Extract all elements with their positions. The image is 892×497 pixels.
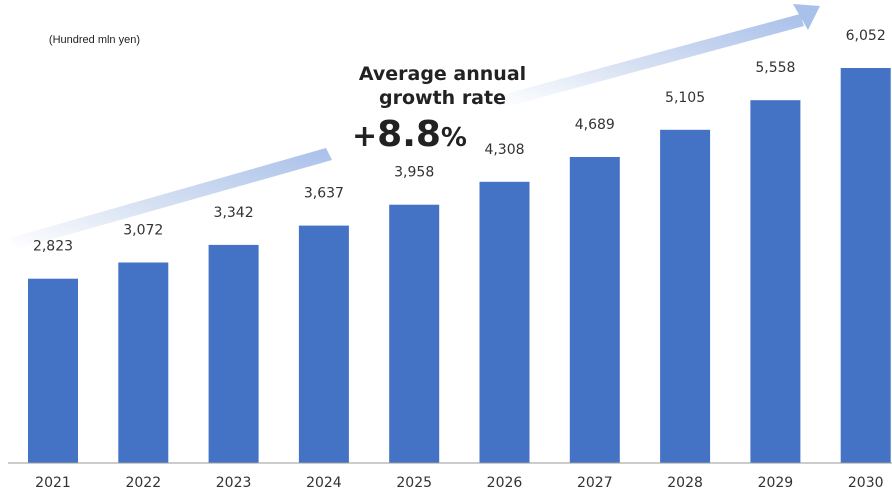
annotation-rate-sign: + [352, 119, 378, 154]
x-tick-label-2027: 2027 [577, 475, 613, 491]
x-tick-label-2023: 2023 [216, 475, 252, 491]
bar-2025 [389, 204, 440, 463]
annotation-title-line1: Average annual [358, 63, 527, 85]
value-label-2025: 3,958 [394, 165, 434, 181]
x-tick-label-2022: 2022 [125, 475, 161, 491]
value-label-2029: 5,558 [755, 60, 795, 76]
growth-annotation: Average annual growth rate +8.8% [330, 62, 555, 155]
annotation-title-line2: growth rate [379, 87, 506, 109]
annotation-rate: +8.8% [330, 114, 555, 155]
value-label-2026: 4,308 [484, 142, 524, 158]
bar-2028 [660, 129, 711, 464]
bar-2030 [840, 68, 891, 463]
x-tick-label-2025: 2025 [396, 475, 432, 491]
x-tick-label-2028: 2028 [667, 475, 703, 491]
bar-2023 [208, 244, 259, 463]
x-tick-label-2030: 2030 [848, 475, 884, 491]
bar-2024 [298, 225, 349, 463]
value-label-2024: 3,637 [304, 186, 344, 202]
growth-arrow-upper-segment [498, 14, 804, 108]
bar-2026 [479, 181, 530, 464]
unit-label-text: (Hundred mln yen) [48, 34, 140, 46]
x-tick-labels-group: 2021 2022 2023 2024 2025 2026 2027 2028 2029 2030 [35, 475, 883, 491]
value-label-2030: 6,052 [846, 28, 886, 44]
bar-2027 [569, 157, 620, 463]
annotation-rate-unit: % [440, 123, 467, 153]
value-label-2023: 3,342 [214, 205, 254, 221]
growth-arrow-head [793, 4, 820, 30]
bar-2029 [750, 100, 801, 463]
value-label-2027: 4,689 [575, 117, 615, 133]
value-labels-group: 2,823 3,072 3,342 3,637 3,958 4,308 4,689 5,105… [33, 28, 886, 255]
unit-label: (Hundred mln yen) [0, 34, 200, 50]
x-tick-label-2029: 2029 [758, 475, 794, 491]
x-tick-label-2026: 2026 [487, 475, 523, 491]
value-label-2022: 3,072 [123, 223, 163, 239]
value-label-2021: 2,823 [33, 239, 73, 255]
bars-group [28, 68, 891, 464]
bar-2022 [118, 262, 169, 463]
annotation-rate-value: 8.8 [377, 114, 441, 155]
bar-2021 [28, 278, 78, 463]
growth-arrow [10, 4, 820, 250]
growth-arrow-lower-segment [10, 148, 332, 250]
x-tick-label-2021: 2021 [35, 475, 71, 491]
x-tick-label-2024: 2024 [306, 475, 342, 491]
value-label-2028: 5,105 [665, 90, 705, 106]
